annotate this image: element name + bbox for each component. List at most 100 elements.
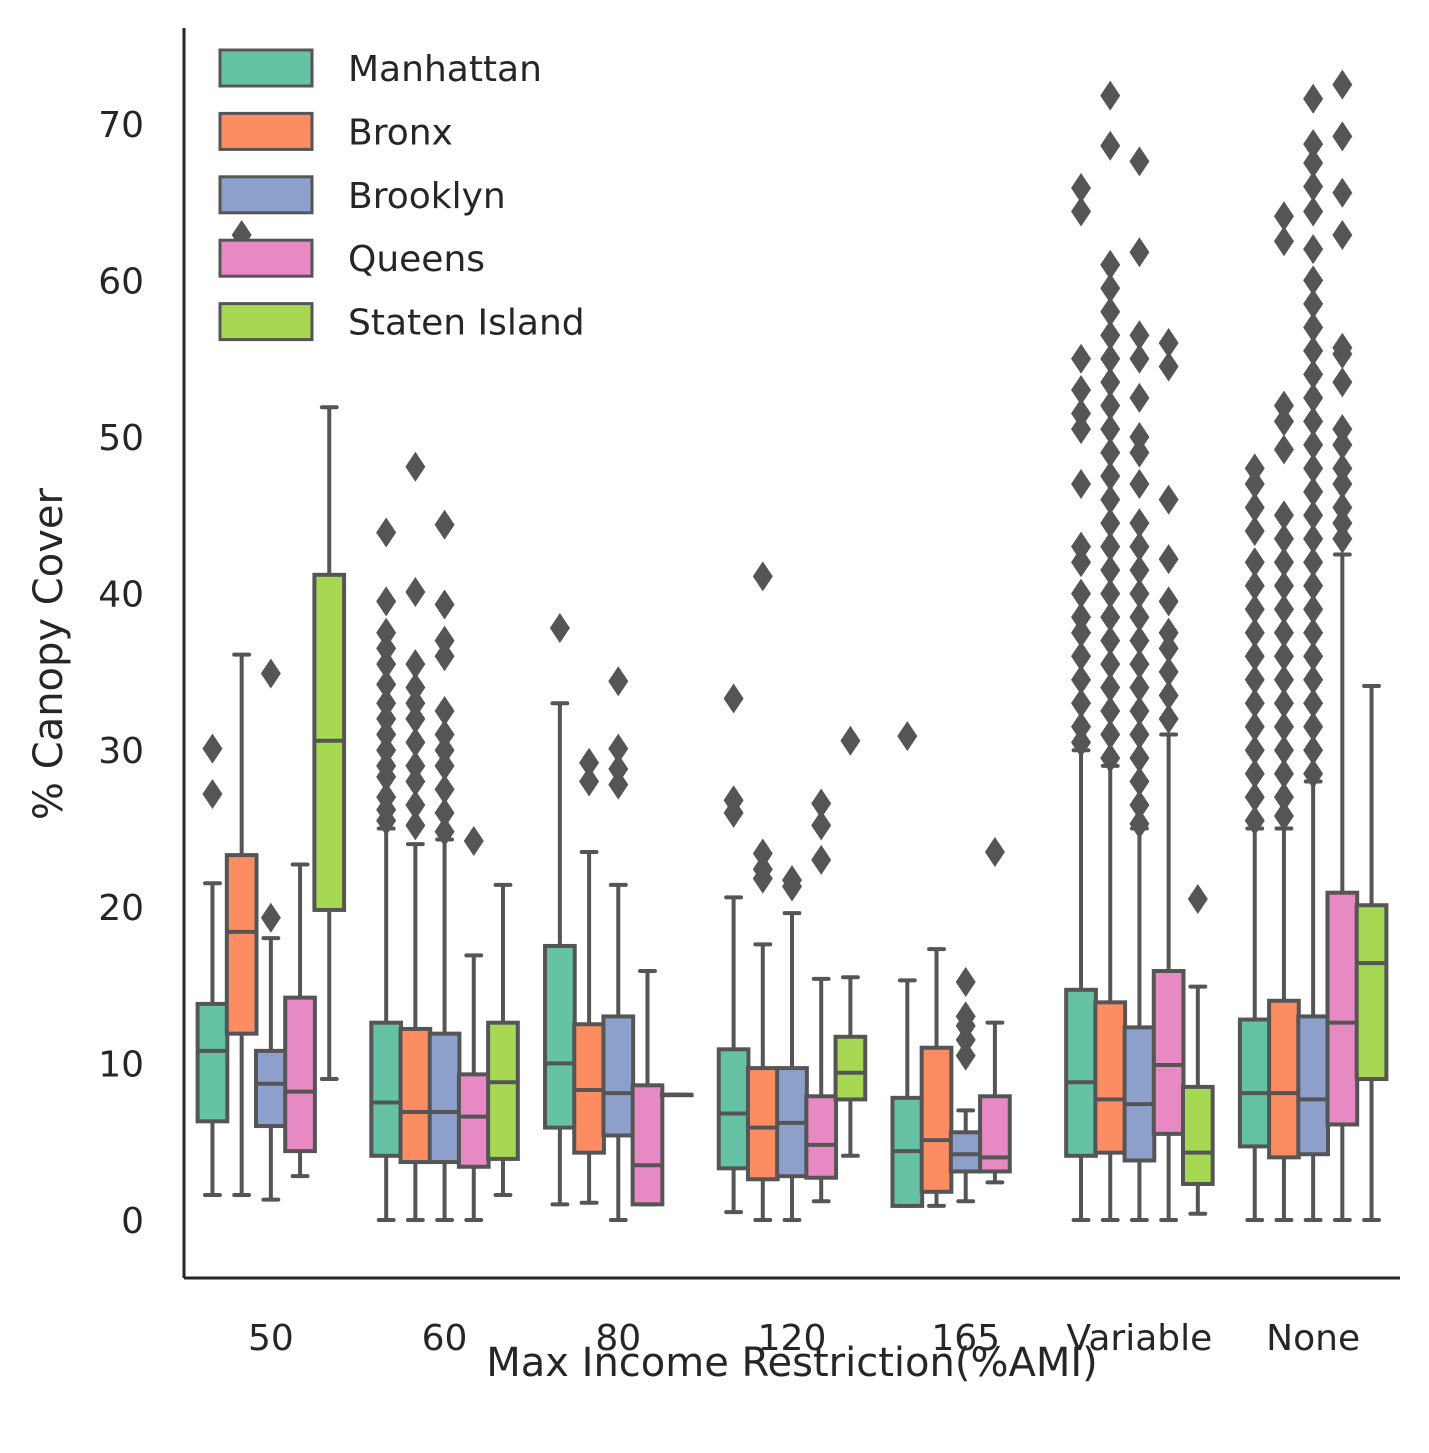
box [1180,1084,1215,1186]
box [745,1066,780,1182]
outlier-point [405,766,426,797]
outlier-point [405,750,426,781]
outlier-point [1303,129,1324,160]
outlier-point [434,696,455,727]
outlier-point [202,779,223,810]
outlier-point [1129,422,1150,452]
legend-swatch [218,175,314,215]
box [601,1014,636,1138]
outlier-point [752,854,773,885]
y-tick-label: 40 [98,575,144,616]
outlier-point [1332,429,1353,460]
outlier-point [723,785,744,816]
outlier-point [1129,320,1150,351]
outlier-point [1100,437,1121,468]
outlier-point [1100,508,1121,539]
outlier-point [1100,249,1121,280]
outlier-point [1129,625,1150,656]
outlier-point [1100,461,1121,492]
box [716,1047,751,1171]
outlier-point [1303,147,1324,178]
outlier-point [1244,711,1265,742]
outlier-point [434,774,455,805]
outlier-point [955,1040,976,1071]
outlier-point [955,1001,976,1032]
outlier-point [376,649,397,680]
outlier-point [1071,468,1092,499]
outlier-point [1071,602,1092,633]
outlier-point [1332,219,1353,250]
outlier-point [840,725,861,756]
outlier-point [1129,672,1150,703]
outlier-point [1100,273,1121,304]
outlier-point [1303,453,1324,484]
outlier-point [1303,547,1324,578]
outlier-point [1244,758,1265,789]
outlier-point [1244,468,1265,499]
outlier-point [1100,320,1121,351]
outlier-point [1303,335,1324,366]
outlier-point [1100,531,1121,562]
outlier-point [1244,735,1265,766]
x-tick-label: 50 [248,1318,294,1359]
box [254,1048,288,1129]
outlier-point [1273,500,1294,531]
box [1064,987,1098,1158]
outlier-point [1100,80,1121,111]
outlier-point [811,810,832,841]
outlier-point [405,672,426,703]
outlier-point [1071,196,1092,227]
outlier-point [1303,594,1324,625]
outlier-point [1303,735,1324,766]
outlier-point [1303,382,1324,413]
outlier-point [405,688,426,719]
outlier-point [1273,800,1294,831]
outlier-point [1158,656,1179,687]
outlier-point [1158,633,1179,664]
outlier-point [1129,508,1150,539]
x-tick-label: None [1266,1318,1360,1359]
outlier-point [1158,586,1179,617]
outlier-point [1332,367,1353,398]
box [1296,1014,1330,1157]
x-tick-label: 165 [931,1318,1000,1359]
outlier-point [608,769,629,800]
outlier-point [1303,171,1324,202]
legend-entry-label: Manhattan [348,49,542,90]
outlier-point [1100,602,1121,633]
outlier-point [376,735,397,766]
outlier-point [434,750,455,781]
box [1093,1000,1128,1155]
outlier-point [1273,641,1294,672]
outlier-point [1332,453,1353,484]
outlier-point [1129,602,1150,633]
outlier-point [1158,617,1179,648]
outlier-point [579,747,600,778]
outlier-point [1100,649,1121,680]
outlier-point [405,649,426,680]
x-tick-label: 60 [422,1318,468,1359]
outlier-point [376,669,397,700]
legend-entry-label: Brooklyn [348,176,506,217]
outlier-point [434,735,455,766]
outlier-point [608,753,629,784]
outlier-point [1303,234,1324,265]
outlier-point [1100,484,1121,515]
y-axis-label: % Canopy Cover [26,488,72,820]
box [427,1031,462,1165]
outlier-point [1129,719,1150,750]
y-tick-label: 30 [98,731,144,772]
outlier-point [376,617,397,648]
outlier-point [1303,476,1324,507]
outlier-point [434,816,455,847]
outlier-point [955,966,976,997]
outlier-point [1100,367,1121,398]
outlier-point [434,719,455,750]
outlier-point [1071,711,1092,742]
box [919,1045,954,1194]
outlier-point [1244,664,1265,695]
x-tick-labels: 50 60 80 120 165 Variable None [248,1318,1360,1359]
outlier-point [1244,594,1265,625]
outlier-point [405,727,426,758]
